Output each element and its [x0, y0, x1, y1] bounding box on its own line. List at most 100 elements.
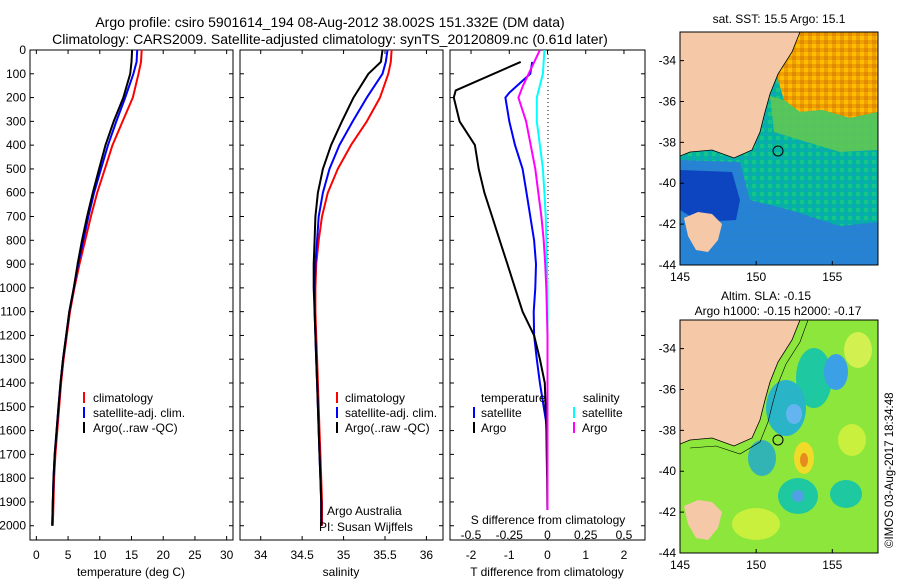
- sla-feature: [824, 354, 848, 390]
- legend-label-climatology: climatology: [345, 391, 405, 405]
- legend-label-temp-argo: Argo: [481, 421, 507, 435]
- x-tick-label: 1: [582, 548, 589, 562]
- land-mainland: [680, 32, 800, 158]
- depth-axis-tickmarks: [30, 49, 645, 527]
- figure-title-line1: Argo profile: csiro 5901614_194 08-Aug-2…: [95, 14, 565, 30]
- depth-tick-label: 1000: [0, 281, 26, 295]
- sla-map-title-line2: Argo h1000: -0.15 h2000: -0.17: [695, 304, 862, 318]
- map-lat-label: -34: [659, 54, 677, 68]
- x-tick-label: -1: [504, 548, 515, 562]
- sla-map-axes: 145 150 155 -34 -36 -38 -40 -42 -44: [659, 342, 843, 572]
- series-line-salinity-argo: [517, 50, 549, 526]
- imos-credit: ©IMOS 03-Aug-2017 18:34:48: [884, 392, 896, 548]
- sla-feature: [838, 424, 866, 456]
- argo-position-marker: [772, 145, 784, 157]
- temperature-panel-frame: [29, 49, 234, 541]
- x-tick-label: 0: [544, 548, 551, 562]
- legend-label-temp-satellite: satellite: [481, 406, 522, 420]
- temperature-xlabel: temperature (deg C): [77, 565, 185, 579]
- coast-contour: [680, 32, 801, 159]
- depth-tick-label: 100: [6, 67, 26, 81]
- sla-map: [680, 320, 878, 553]
- series-line-climatology: [51, 50, 143, 526]
- depth-tick-label: 2000: [0, 519, 26, 533]
- depth-tick-label: 1900: [0, 495, 26, 509]
- sla-map-frame: [679, 319, 879, 554]
- temperature-x-axis: 0 5 10 15 20 25 30: [33, 50, 234, 562]
- legend-label-sal-satellite: satellite: [582, 406, 623, 420]
- legend-label-argo: Argo(..raw -QC): [93, 421, 178, 435]
- land-tasmania: [684, 500, 722, 540]
- map-lat-label: -42: [659, 505, 677, 519]
- series-line-satellite-adj-clim-: [313, 50, 389, 526]
- sla-feature: [796, 348, 832, 408]
- depth-tick-label: 300: [6, 114, 26, 128]
- difference-series: [452, 50, 549, 526]
- shelf-contour: [689, 320, 809, 455]
- difference-xlabel-top: S difference from climatology: [471, 513, 626, 527]
- salinity-difference-ticks: -0.5 -0.25 0 0.25 0.5: [461, 528, 633, 542]
- sst-map: [680, 32, 878, 265]
- depth-tick-label: 800: [6, 233, 26, 247]
- s-axis-label-background: [465, 510, 630, 539]
- depth-tick-label: 700: [6, 210, 26, 224]
- map-lat-label: -44: [659, 258, 677, 272]
- legend-label-satellite: satellite-adj. clim.: [345, 406, 437, 420]
- sla-feature: [844, 332, 872, 368]
- map-lon-label: 155: [822, 270, 842, 284]
- series-line-temperature-argo: [452, 60, 549, 526]
- difference-legend: temperature salinity satellite Argo sate…: [473, 391, 623, 435]
- x-tick-label: 30: [220, 548, 234, 562]
- depth-tick-label: 1800: [0, 471, 26, 485]
- sla-feature: [748, 440, 776, 476]
- depth-tick-label: 1700: [0, 447, 26, 461]
- depth-tick-label: 1300: [0, 352, 26, 366]
- x-tick-label: 10: [93, 548, 107, 562]
- x-tick-label: 35: [337, 548, 351, 562]
- sst-field-cold: [680, 170, 740, 222]
- depth-tick-label: 1500: [0, 400, 26, 414]
- depth-tick-label: 1200: [0, 328, 26, 342]
- sst-map-frame: [679, 31, 879, 266]
- legend-label-satellite: satellite-adj. clim.: [93, 406, 185, 420]
- sla-feature: [732, 508, 780, 540]
- x-tick-label: 35.5: [373, 548, 397, 562]
- legend-title-temperature: temperature: [481, 391, 546, 405]
- x-tick-label: 5: [65, 548, 72, 562]
- sla-feature: [792, 490, 804, 502]
- annotation-pi: PI: Susan Wijffels: [319, 520, 413, 534]
- x-tick-label: 2: [621, 548, 628, 562]
- argo-position-marker: [772, 434, 784, 446]
- x-tick-label: 25: [188, 548, 202, 562]
- map-lon-label: 150: [746, 270, 766, 284]
- land-tasmania: [684, 212, 722, 252]
- legend-title-salinity: salinity: [583, 391, 620, 405]
- s-diff-tick-label: 0.25: [574, 528, 598, 542]
- map-lat-label: -40: [659, 176, 677, 190]
- sst-field-green: [770, 96, 878, 152]
- salinity-series: [312, 50, 393, 526]
- salinity-legend: climatology satellite-adj. clim. Argo(..…: [336, 391, 437, 435]
- depth-tick-label: 1600: [0, 424, 26, 438]
- sla-feature: [830, 480, 862, 508]
- x-tick-label: 15: [125, 548, 139, 562]
- map-lat-label: -38: [659, 135, 677, 149]
- sla-feature: [800, 453, 808, 467]
- sst-field-warm: [778, 32, 878, 118]
- depth-axis: 0 100 200 300 400 500 600 700 800 900 1000 1100 1200…: [0, 43, 26, 533]
- series-line-temperature-satellite: [504, 61, 549, 526]
- temperature-legend: climatology satellite-adj. clim. Argo(..…: [83, 391, 185, 435]
- x-tick-label: 34.5: [290, 548, 314, 562]
- x-tick-label: 20: [157, 548, 171, 562]
- map-lat-label: -36: [659, 382, 677, 396]
- map-lon-label: 150: [746, 558, 766, 572]
- coast-contour: [680, 320, 801, 447]
- sla-map-title-line1: Altim. SLA: -0.15: [721, 289, 811, 303]
- sst-map-axes: 145 150 155 -34 -36 -38 -40 -42 -44: [659, 54, 843, 284]
- depth-tick-label: 600: [6, 186, 26, 200]
- depth-tick-label: 200: [6, 91, 26, 105]
- s-diff-tick-label: 0: [544, 528, 551, 542]
- s-diff-tick-label: 0.5: [616, 528, 633, 542]
- depth-tick-label: 0: [19, 43, 26, 57]
